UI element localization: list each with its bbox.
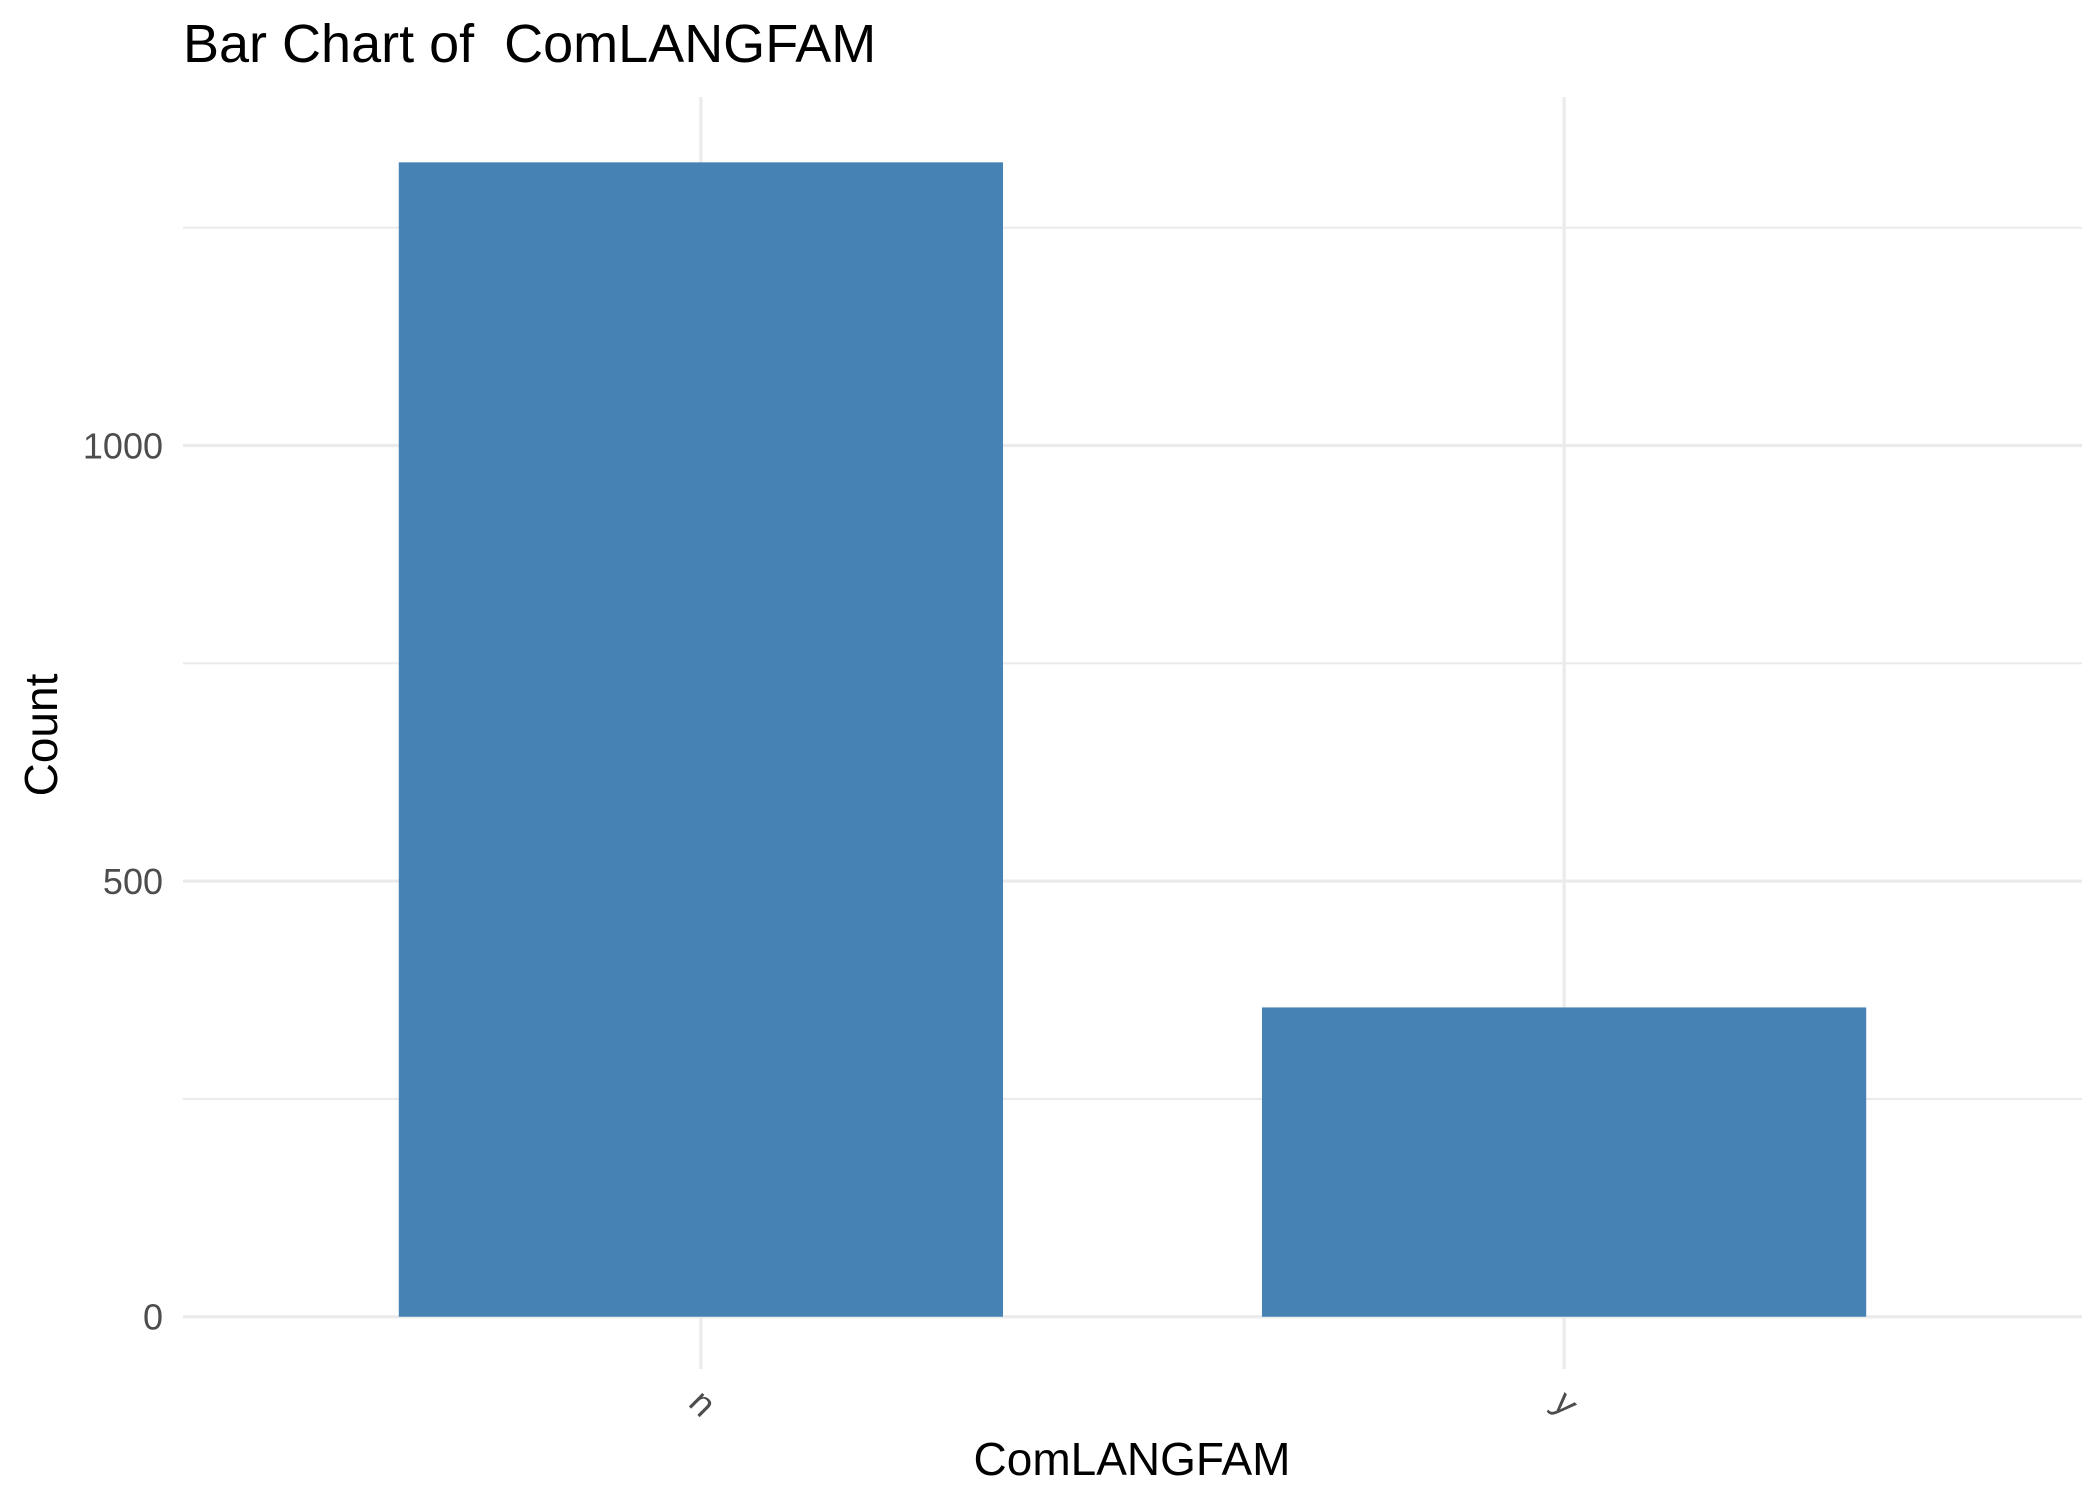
y-axis-ticks: 0 500 1000: [83, 425, 163, 1337]
bar-n: [398, 162, 1004, 1317]
y-tick-label: 1000: [83, 425, 163, 466]
x-tick-label-y: y: [1545, 1382, 1587, 1424]
y-axis-title: Count: [15, 673, 67, 796]
y-tick-label: 500: [103, 861, 163, 902]
bar-y: [1261, 1007, 1867, 1317]
y-tick-label: 0: [143, 1297, 163, 1338]
bars: [398, 162, 1867, 1317]
x-axis-title: ComLANGFAM: [974, 1433, 1291, 1485]
chart-title: Bar Chart of ComLANGFAM: [183, 14, 876, 74]
x-tick-label-n: n: [681, 1381, 724, 1424]
